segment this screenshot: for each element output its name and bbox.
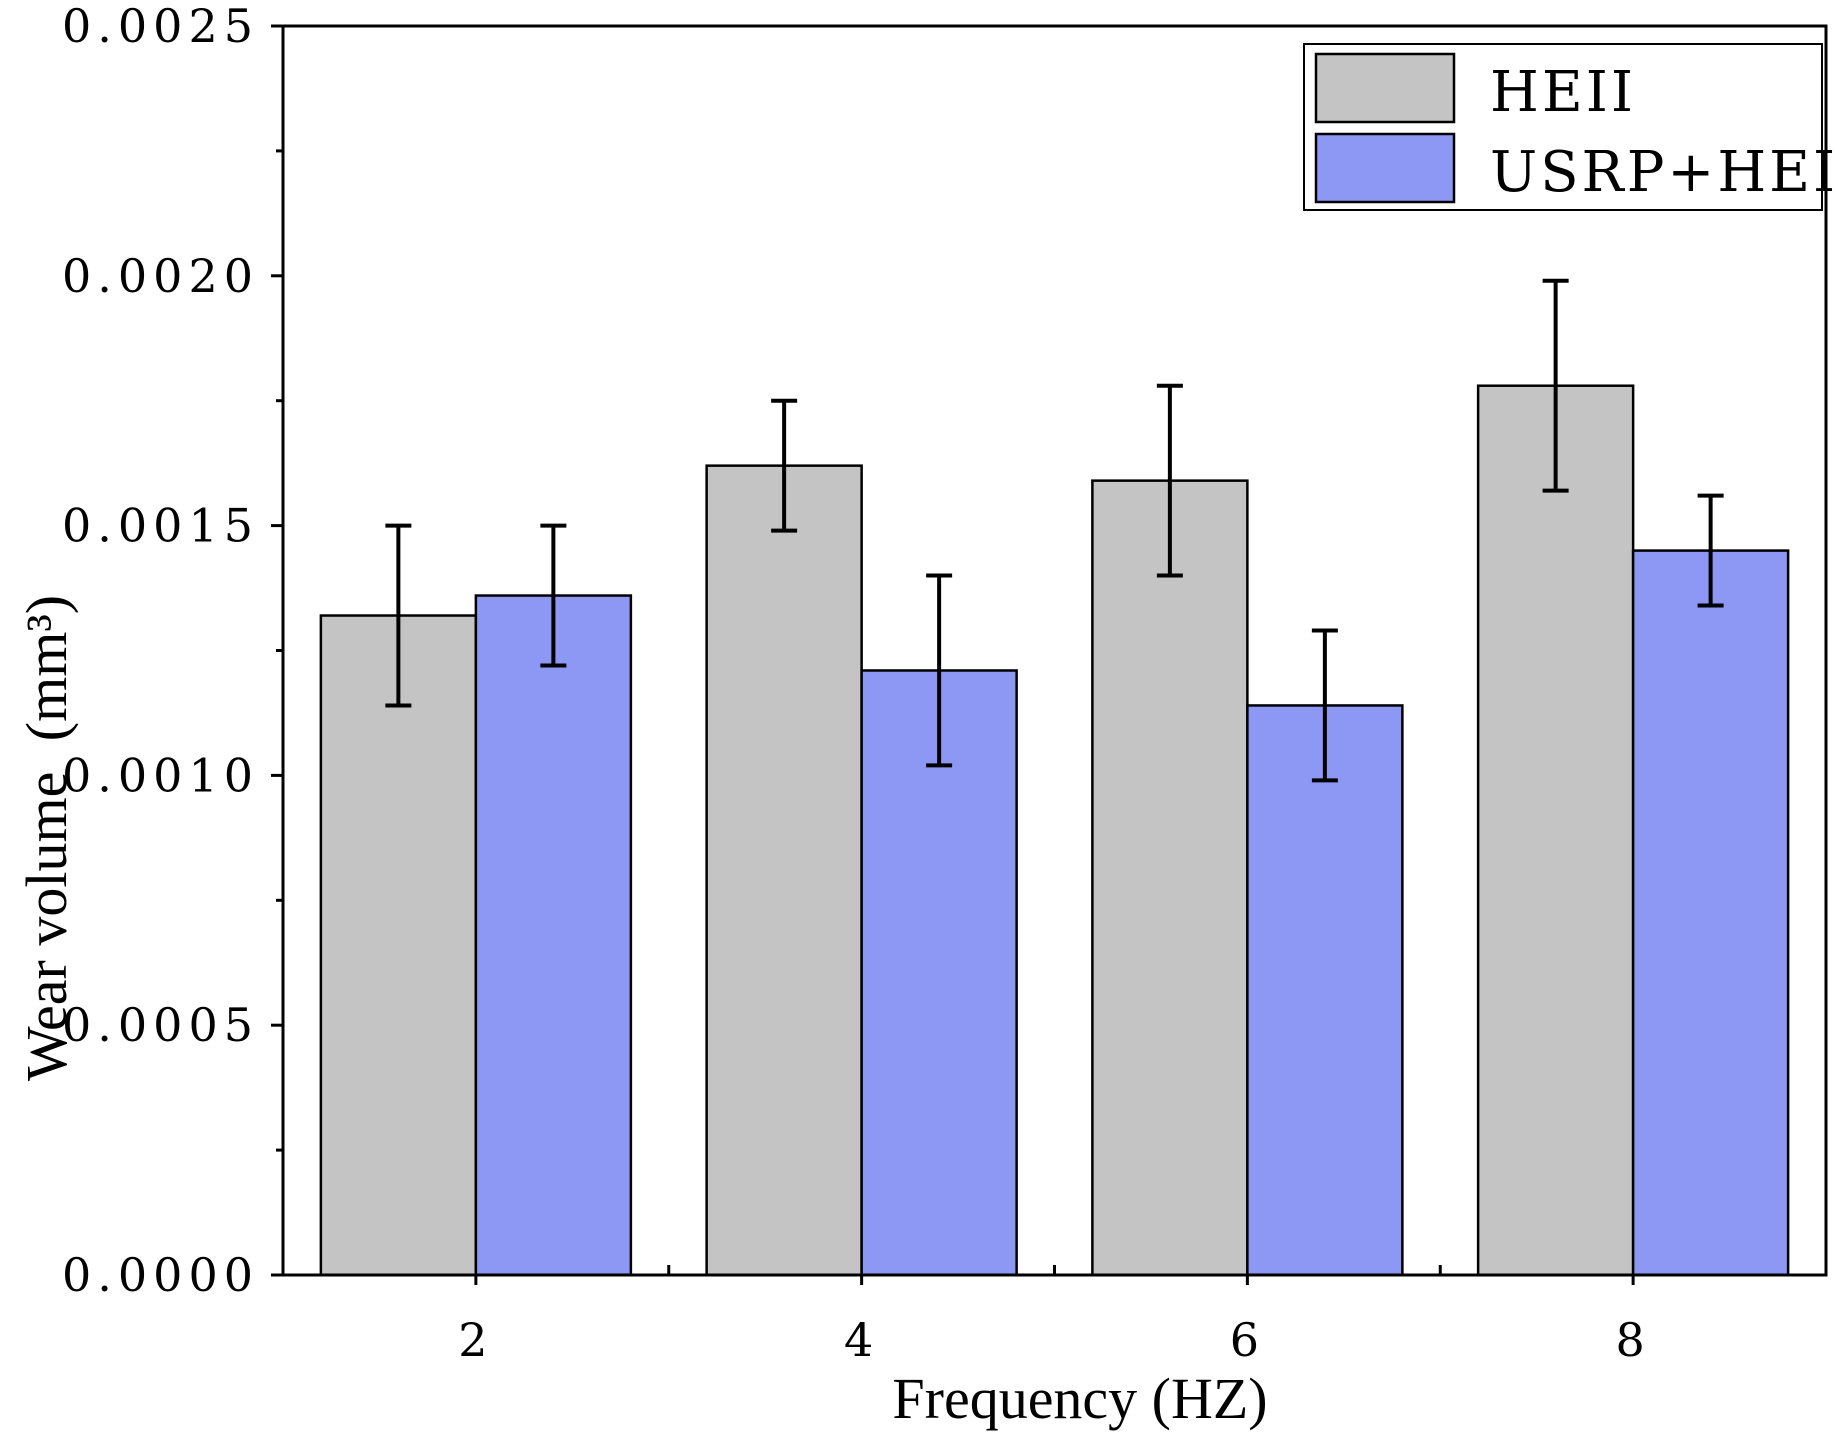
legend: HEII USRP+HEII: [1303, 43, 1838, 211]
x-tick-label: 2: [458, 1313, 493, 1367]
bars-layer: [319, 384, 1790, 1277]
error-bar-usrp-heii-4: [926, 573, 953, 768]
error-bar-usrp-heii-6: [1311, 628, 1338, 783]
x-tick-label: 8: [1615, 1313, 1650, 1367]
x-axis-title: Frequency (HZ): [892, 1366, 1267, 1431]
y-tick-label: 0.0000: [62, 1248, 259, 1302]
axes-layer: [271, 24, 1828, 1285]
tick-labels-layer: 2 4 6 8 0.0000 0.0005 0.0010 0.0015 0.0020 0.0025: [62, 0, 1650, 1367]
y-tick-label: 0.0025: [62, 0, 259, 53]
bar-heii-8: [1476, 384, 1635, 1277]
legend-swatch-heii: [1314, 52, 1456, 124]
error-bar-heii-2: [385, 523, 412, 708]
bar-usrp-heii-6: [1246, 704, 1404, 1277]
bar-heii-6: [1091, 479, 1249, 1277]
bar-usrp-heii-4: [860, 669, 1018, 1277]
error-bar-usrp-heii-2: [540, 523, 567, 668]
error-bar-heii-4: [771, 398, 798, 533]
y-axis-title: Wear volume (mm³): [14, 595, 79, 1081]
legend-label-usrp-heii: USRP+HEII: [1490, 140, 1838, 205]
y-tick-label: 0.0020: [62, 249, 259, 303]
y-tick-label: 0.0010: [62, 748, 259, 802]
bar-usrp-heii-2: [474, 594, 633, 1277]
error-bars-layer: [385, 278, 1724, 783]
error-bar-heii-8: [1542, 278, 1569, 493]
legend-label-heii: HEII: [1490, 60, 1636, 125]
x-tick-label: 6: [1230, 1313, 1265, 1367]
y-axis-title-text: Wear volume (mm³): [14, 595, 79, 1081]
y-tick-label: 0.0005: [62, 998, 259, 1052]
error-bar-usrp-heii-8: [1697, 493, 1724, 608]
bar-usrp-heii-8: [1631, 549, 1790, 1277]
legend-swatch-usrp-heii: [1314, 132, 1456, 204]
y-axis-unit: (mm³): [14, 595, 79, 741]
error-bar-heii-6: [1156, 383, 1183, 578]
y-tick-label: 0.0015: [62, 499, 259, 553]
y-axis-label: Wear volume: [14, 772, 79, 1081]
x-tick-label: 4: [844, 1313, 879, 1367]
bar-heii-2: [319, 614, 478, 1277]
bar-heii-4: [705, 464, 863, 1277]
